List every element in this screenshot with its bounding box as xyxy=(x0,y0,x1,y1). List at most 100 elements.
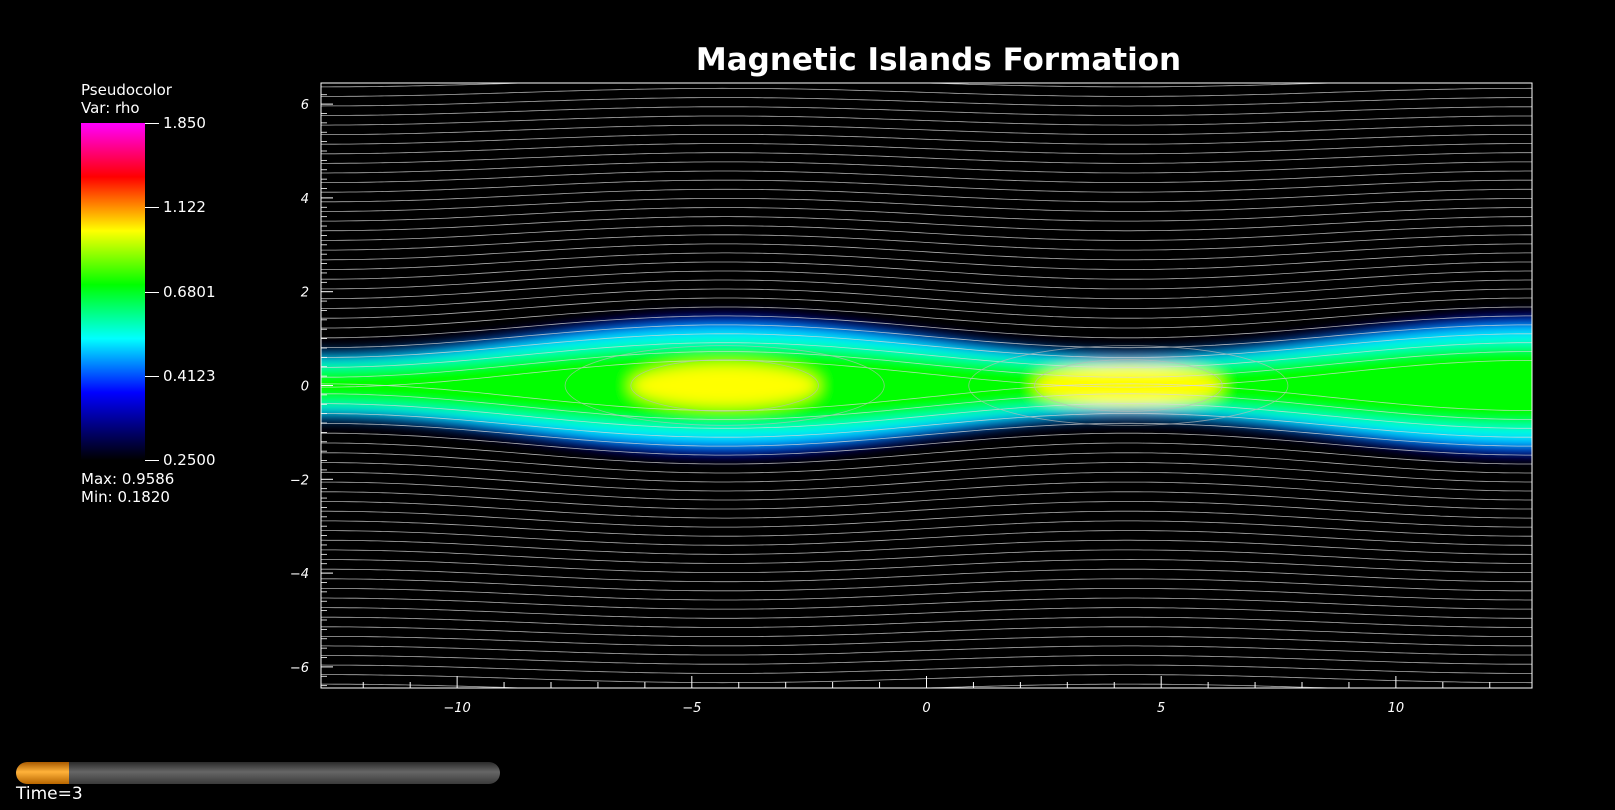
colorbar-tick-label: 0.2500 xyxy=(163,451,216,469)
field-line xyxy=(321,597,1532,610)
colorbar-tick xyxy=(145,291,159,293)
legend-plot-type: Pseudocolor xyxy=(81,81,172,99)
legend-variable: Var: rho xyxy=(81,99,140,117)
field-line xyxy=(321,315,1532,339)
field-line xyxy=(321,324,1532,349)
field-line xyxy=(321,161,1532,174)
field-line xyxy=(321,616,1532,628)
colorbar-tick xyxy=(145,123,159,124)
field-line xyxy=(321,578,1532,592)
field-line xyxy=(321,351,1532,378)
x-tick-label: 10 xyxy=(1388,701,1405,716)
field-line xyxy=(321,422,1532,447)
island-contour xyxy=(564,345,885,426)
field-line xyxy=(321,520,1532,537)
field-line xyxy=(321,501,1532,519)
field-line xyxy=(321,491,1532,510)
x-tick-label: −10 xyxy=(443,701,470,716)
field-line xyxy=(321,481,1532,501)
field-line xyxy=(321,261,1532,280)
legend-min: Min: 0.1820 xyxy=(81,488,170,506)
field-line xyxy=(321,106,1532,116)
field-line xyxy=(321,626,1532,637)
field-line xyxy=(321,403,1532,429)
field-line xyxy=(321,115,1532,126)
y-tick-label: 2 xyxy=(301,286,309,301)
field-line xyxy=(321,588,1532,601)
field-line xyxy=(321,539,1532,555)
field-line xyxy=(321,87,1532,97)
island-core-1 xyxy=(1034,364,1223,407)
legend-title: Pseudocolor Var: rho xyxy=(81,81,172,117)
colorbar-tick-label: 1.850 xyxy=(163,114,206,132)
field-line xyxy=(321,279,1532,300)
field-line xyxy=(321,188,1532,203)
y-tick-label: 0 xyxy=(301,380,309,395)
field-line xyxy=(321,655,1532,665)
time-label: Time=3 xyxy=(16,784,83,804)
field-line xyxy=(321,225,1532,241)
x-tick-label: 5 xyxy=(1157,701,1165,716)
y-tick-label: −4 xyxy=(290,567,309,582)
field-line xyxy=(321,134,1532,145)
field-line xyxy=(321,393,1532,420)
field-line xyxy=(321,342,1532,368)
field-line xyxy=(321,252,1532,270)
x-tick-label: −5 xyxy=(682,701,701,716)
field-line xyxy=(321,549,1532,564)
y-tick-label: 6 xyxy=(301,98,309,113)
field-line xyxy=(321,243,1532,261)
field-line xyxy=(321,452,1532,474)
colorbar-tick-label: 0.6801 xyxy=(163,282,216,301)
colorbar-tick-label: 0.4123 xyxy=(163,366,216,385)
field-line xyxy=(321,288,1532,309)
field-line xyxy=(321,442,1532,465)
field-line xyxy=(321,462,1532,483)
field-line xyxy=(321,124,1532,135)
y-tick-label: −6 xyxy=(290,661,309,676)
field-line xyxy=(321,170,1532,183)
field-line xyxy=(321,234,1532,251)
field-line xyxy=(321,143,1532,155)
field-line xyxy=(321,216,1532,232)
time-slider[interactable] xyxy=(16,762,500,784)
colorbar-tick-label: 1.122 xyxy=(163,198,206,217)
field-line xyxy=(321,559,1532,573)
y-tick-label: 4 xyxy=(301,192,309,207)
island-contour xyxy=(630,359,819,412)
field-line xyxy=(321,306,1532,329)
field-line xyxy=(321,152,1532,164)
field-line xyxy=(321,568,1532,583)
colorbar-tick xyxy=(145,375,159,377)
field-line xyxy=(321,530,1532,546)
axes: −10 −5 0 5 10 −6 −4 −2 0 2 4 6 xyxy=(290,94,1491,716)
time-slider-fill xyxy=(16,762,70,784)
field-line xyxy=(321,664,1532,674)
field-line xyxy=(321,97,1532,107)
island-contour xyxy=(1034,359,1223,412)
field-line xyxy=(321,607,1532,619)
field-line xyxy=(321,636,1532,647)
field-line xyxy=(321,297,1532,319)
colorbar xyxy=(81,123,145,460)
field-line xyxy=(321,207,1532,222)
field-line xyxy=(321,179,1532,193)
field-line xyxy=(321,270,1532,290)
island-core-0 xyxy=(630,364,819,407)
field-line xyxy=(321,413,1532,438)
colorbar-tick xyxy=(145,460,159,461)
density-field xyxy=(321,317,1532,454)
x-tick-label: 0 xyxy=(922,701,930,716)
y-tick-label: −2 xyxy=(290,473,309,488)
chart-title: Magnetic Islands Formation xyxy=(695,42,1182,78)
field-line xyxy=(321,198,1532,212)
field-line xyxy=(321,510,1532,528)
field-line xyxy=(321,383,1532,411)
legend-minmax: Max: 0.9586 Min: 0.1820 xyxy=(81,470,174,506)
field-line xyxy=(321,333,1532,358)
field-line xyxy=(321,432,1532,456)
colorbar-tick xyxy=(145,207,159,209)
field-line xyxy=(321,471,1532,492)
field-line xyxy=(321,645,1532,656)
